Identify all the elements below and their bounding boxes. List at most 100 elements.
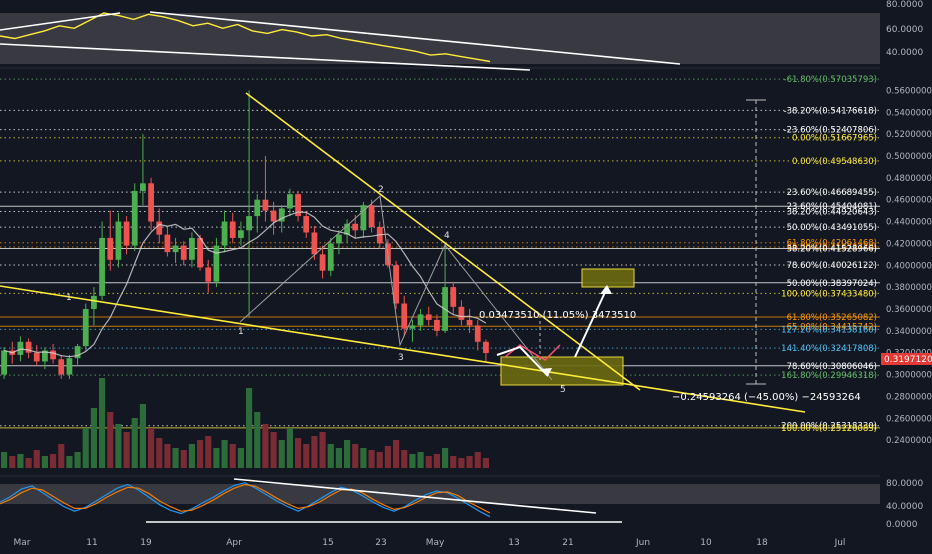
time-tick-10: 10 — [700, 538, 712, 548]
volume-bar-47 — [384, 446, 391, 468]
candle-body-57 — [466, 319, 473, 326]
volume-bar-26 — [213, 448, 220, 468]
candle-body-59 — [483, 341, 489, 354]
volume-bar-21 — [172, 448, 179, 468]
rsi-line-layer — [0, 12, 491, 63]
stoch-panel[interactable]: 80.0000 40.0000 0.0000 — [0, 475, 923, 530]
candle-body-43 — [352, 223, 359, 231]
stoch-tick-1: 40.0000 — [886, 502, 923, 512]
time-tick-3: Apr — [226, 538, 242, 548]
stoch-tick-2: 0.0000 — [886, 520, 918, 530]
fib-label-9: 61.80%(0.42061468) — [787, 239, 877, 249]
volume-bar-7 — [58, 444, 65, 468]
volume-bar-49 — [401, 450, 408, 468]
volume-bar-35 — [286, 428, 293, 468]
candle-body-10 — [82, 308, 89, 347]
candle-body-3 — [25, 341, 32, 353]
wave-label-5: 5 — [560, 385, 566, 395]
fib-label-5: 23.60%(0.46689455) — [787, 188, 877, 198]
volume-bar-40 — [327, 444, 334, 468]
rsi-trendline-3[interactable] — [149, 11, 681, 65]
time-tick-2: 19 — [140, 538, 152, 548]
stoch-trendline-top[interactable] — [233, 478, 597, 514]
volume-bar-37 — [303, 444, 310, 468]
volume-bar-43 — [352, 444, 359, 468]
candle-body-40 — [327, 243, 334, 271]
volume-bar-46 — [376, 452, 383, 468]
candle-body-23 — [189, 237, 195, 260]
fib-label-13: 50.00%(0.38397024) — [787, 279, 877, 289]
volume-bar-52 — [425, 456, 432, 468]
target-box-upper[interactable] — [581, 268, 635, 288]
candle-body-32 — [262, 199, 269, 211]
volume-bar-12 — [99, 378, 106, 468]
volume-bar-23 — [188, 444, 195, 468]
wedge-lower-line[interactable] — [0, 285, 806, 413]
volume-bar-17 — [139, 404, 146, 468]
candles[interactable] — [1, 90, 489, 379]
volume-bar-36 — [295, 438, 302, 468]
volume-bar-51 — [417, 452, 424, 468]
candle-body-42 — [344, 223, 350, 235]
wave-label-4: 4 — [444, 231, 450, 241]
rsi-trendline-2[interactable] — [0, 43, 531, 71]
time-tick-6: May — [426, 538, 445, 548]
wedge-upper-line[interactable] — [245, 92, 641, 391]
ma-line — [3, 211, 487, 358]
fib-label-18: 141.40%(0.32417808) — [781, 344, 877, 354]
fib-label-21: 200.00%(0.25318330) — [781, 422, 877, 432]
volume-bar-11 — [90, 408, 97, 468]
rsi-trendline-1[interactable] — [0, 12, 121, 31]
volume-bar-27 — [221, 440, 228, 468]
volume-bar-28 — [229, 444, 236, 468]
time-axis: Mar 11 19 Apr 15 23 May 13 21 Jun 10 18 Jul — [14, 538, 846, 548]
volume-bar-44 — [360, 448, 367, 468]
wave-label-3: 3 — [398, 353, 404, 363]
fib-label-10: 65.00%(0.41673770) — [787, 243, 877, 253]
price-panel[interactable]: -61.80%(0.57035793) -38.20%(0.54176618) -2… — [0, 75, 932, 468]
volume-bar-10 — [82, 428, 89, 468]
volume-bar-33 — [270, 432, 277, 468]
candle-body-38 — [311, 232, 318, 255]
candle-body-58 — [474, 325, 481, 342]
volume-bar-48 — [393, 440, 400, 468]
fib-label-8: 50.00%(0.43491055) — [787, 223, 877, 233]
candle-body-18 — [148, 183, 154, 222]
candle-body-25 — [205, 267, 212, 282]
volume-bar-54 — [442, 448, 449, 468]
time-tick-1: 11 — [86, 538, 97, 548]
time-tick-12: Jul — [834, 538, 846, 548]
fib-label-7: 38.20%(0.44920643) — [787, 207, 877, 217]
candle-body-45 — [368, 205, 375, 228]
volume-bar-59 — [482, 458, 489, 468]
volume-bar-39 — [319, 432, 326, 468]
arrow-up[interactable] — [574, 287, 608, 358]
fib-levels: -61.80%(0.57035793) -38.20%(0.54176618) -2… — [0, 75, 880, 434]
candle-body-17 — [140, 183, 146, 191]
volume-bar-0 — [1, 452, 8, 468]
candle-body-26 — [213, 245, 220, 282]
candle-body-13 — [107, 237, 114, 260]
volume-bar-30 — [246, 388, 253, 468]
time-tick-9: Jun — [635, 538, 650, 548]
candle-body-37 — [303, 216, 310, 233]
candle-body-44 — [360, 205, 367, 231]
candle-body-39 — [319, 254, 326, 271]
rsi-panel[interactable]: 80.0000 60.0000 40.0000 — [0, 0, 923, 71]
fib-label-19: 78.60%(0.30806046) — [787, 362, 877, 372]
candle-body-56 — [458, 306, 465, 320]
arrow-down[interactable] — [496, 345, 549, 377]
candle-body-33 — [270, 210, 277, 222]
rsi-tick-2: 40.0000 — [886, 48, 923, 58]
candle-body-6 — [50, 350, 56, 360]
